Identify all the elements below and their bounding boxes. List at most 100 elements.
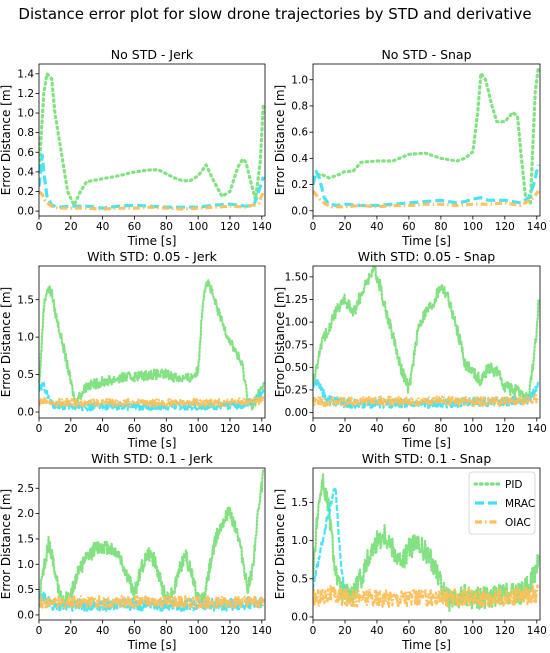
x-axis-label: Time [s] bbox=[401, 638, 451, 652]
x-tick-label: 120 bbox=[495, 423, 515, 435]
legend-frame bbox=[468, 471, 536, 535]
y-axis-label: Error Distance [m] bbox=[0, 287, 13, 397]
x-tick-label: 100 bbox=[463, 625, 483, 637]
series-line-mrac bbox=[313, 164, 540, 208]
x-tick-label: 20 bbox=[338, 423, 351, 435]
x-tick-label: 0 bbox=[36, 423, 43, 435]
x-tick-label: 20 bbox=[338, 221, 351, 233]
x-tick-label: 60 bbox=[128, 625, 141, 637]
legend: PID MRAC OIAC bbox=[468, 471, 536, 535]
plot-frame bbox=[38, 63, 266, 217]
legend-label-mrac: MRAC bbox=[505, 498, 535, 510]
x-tick-label: 60 bbox=[402, 221, 415, 233]
series-line-pid bbox=[39, 279, 265, 411]
y-tick-label: 0.0 bbox=[291, 205, 308, 217]
x-tick-label: 60 bbox=[402, 423, 415, 435]
x-tick-label: 80 bbox=[160, 625, 173, 637]
x-tick-label: 120 bbox=[220, 423, 240, 435]
x-axis-label: Time [s] bbox=[127, 638, 177, 652]
series-line-oiac bbox=[313, 394, 540, 408]
x-tick-label: 0 bbox=[310, 625, 317, 637]
x-tick-label: 140 bbox=[252, 423, 272, 435]
y-tick-label: 1.00 bbox=[285, 317, 308, 329]
y-tick-label: 0.0 bbox=[17, 206, 34, 218]
y-tick-label: 1.25 bbox=[285, 294, 308, 306]
x-tick-label: 100 bbox=[188, 423, 208, 435]
x-tick-label: 20 bbox=[64, 625, 77, 637]
x-tick-label: 0 bbox=[36, 625, 43, 637]
x-tick-label: 60 bbox=[128, 221, 141, 233]
x-tick-label: 80 bbox=[434, 221, 447, 233]
x-tick-label: 80 bbox=[434, 625, 447, 637]
y-axis-label: Error Distance [m] bbox=[0, 489, 13, 599]
x-tick-label: 100 bbox=[463, 221, 483, 233]
x-tick-label: 140 bbox=[252, 625, 272, 637]
y-tick-label: 0.8 bbox=[291, 101, 308, 113]
y-tick-label: 0.8 bbox=[17, 127, 34, 139]
x-tick-label: 120 bbox=[220, 221, 240, 233]
plot-frame bbox=[38, 265, 266, 419]
y-tick-label: 2.0 bbox=[17, 508, 34, 520]
x-tick-label: 80 bbox=[160, 221, 173, 233]
y-tick-label: 1.5 bbox=[17, 534, 34, 546]
y-tick-label: 0.00 bbox=[285, 407, 308, 419]
subplot-title: With STD: 0.05 - Jerk bbox=[87, 249, 218, 264]
x-tick-label: 40 bbox=[96, 221, 109, 233]
y-tick-label: 0.75 bbox=[285, 339, 308, 351]
plot-frame bbox=[312, 265, 541, 419]
legend-label-pid: PID bbox=[505, 479, 523, 491]
legend-label-oiac: OIAC bbox=[505, 517, 531, 529]
x-tick-label: 40 bbox=[370, 221, 383, 233]
y-tick-label: 0.2 bbox=[17, 186, 34, 198]
subplot-1: No STD - Jerk 0 20 40 60 80 100 120 140 0.0 0.2 0.4… bbox=[0, 47, 272, 248]
plot-frame bbox=[312, 467, 541, 621]
subplot-4: With STD: 0.05 - Snap 0 20 40 60 80 100 120 140 0… bbox=[273, 249, 547, 450]
series-group bbox=[313, 472, 540, 612]
y-tick-label: 0.0 bbox=[17, 610, 34, 622]
x-tick-label: 140 bbox=[527, 221, 547, 233]
y-axis-label: Error Distance [m] bbox=[0, 85, 13, 195]
x-tick-label: 120 bbox=[495, 625, 515, 637]
x-tick-label: 60 bbox=[128, 423, 141, 435]
x-tick-label: 120 bbox=[495, 221, 515, 233]
plot-frame bbox=[312, 63, 541, 217]
y-tick-label: 1.0 bbox=[17, 559, 34, 571]
series-line-oiac bbox=[39, 595, 265, 610]
x-tick-label: 100 bbox=[188, 625, 208, 637]
y-axis-label: Error Distance [m] bbox=[273, 287, 287, 397]
y-tick-label: 2.5 bbox=[17, 483, 34, 495]
series-group bbox=[39, 72, 265, 211]
subplot-3: With STD: 0.05 - Jerk 0 20 40 60 80 100 120 140 0… bbox=[0, 249, 272, 450]
y-tick-label: 0.5 bbox=[291, 573, 308, 585]
y-tick-label: 0.4 bbox=[17, 166, 34, 178]
subplot-title: With STD: 0.1 - Jerk bbox=[91, 451, 214, 466]
series-line-oiac bbox=[313, 190, 540, 209]
x-tick-label: 0 bbox=[310, 221, 317, 233]
subplot-title: No STD - Snap bbox=[381, 47, 471, 62]
y-tick-label: 1.0 bbox=[17, 108, 34, 120]
subplot-5: With STD: 0.1 - Jerk 0 20 40 60 80 100 120 140 0.… bbox=[0, 451, 272, 652]
x-tick-label: 140 bbox=[252, 221, 272, 233]
subplot-2: No STD - Snap 0 20 40 60 80 100 120 140 0.0 0.2 0.4… bbox=[273, 47, 547, 248]
series-group bbox=[39, 279, 265, 412]
plot-frame bbox=[38, 467, 266, 621]
series-line-oiac bbox=[313, 584, 540, 608]
y-tick-label: 1.5 bbox=[17, 294, 34, 306]
y-tick-label: 0.5 bbox=[17, 584, 34, 596]
series-line-oiac bbox=[39, 396, 265, 408]
y-tick-label: 1.5 bbox=[291, 497, 308, 509]
y-tick-label: 0.4 bbox=[291, 153, 308, 165]
x-tick-label: 0 bbox=[36, 221, 43, 233]
x-axis-label: Time [s] bbox=[401, 436, 451, 450]
series-group bbox=[313, 266, 540, 410]
x-tick-label: 120 bbox=[220, 625, 240, 637]
x-tick-label: 0 bbox=[310, 423, 317, 435]
x-tick-label: 140 bbox=[527, 625, 547, 637]
y-tick-label: 0.6 bbox=[17, 147, 34, 159]
x-tick-label: 40 bbox=[96, 625, 109, 637]
x-tick-label: 80 bbox=[434, 423, 447, 435]
series-line-mrac bbox=[39, 153, 265, 210]
x-tick-label: 100 bbox=[463, 423, 483, 435]
y-tick-label: 0.25 bbox=[285, 385, 308, 397]
y-axis-label: Error Distance [m] bbox=[273, 489, 287, 599]
